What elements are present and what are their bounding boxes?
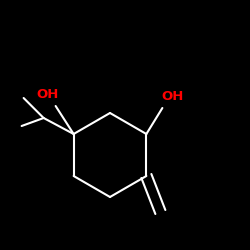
Text: OH: OH <box>161 90 184 102</box>
Text: OH: OH <box>36 88 59 101</box>
